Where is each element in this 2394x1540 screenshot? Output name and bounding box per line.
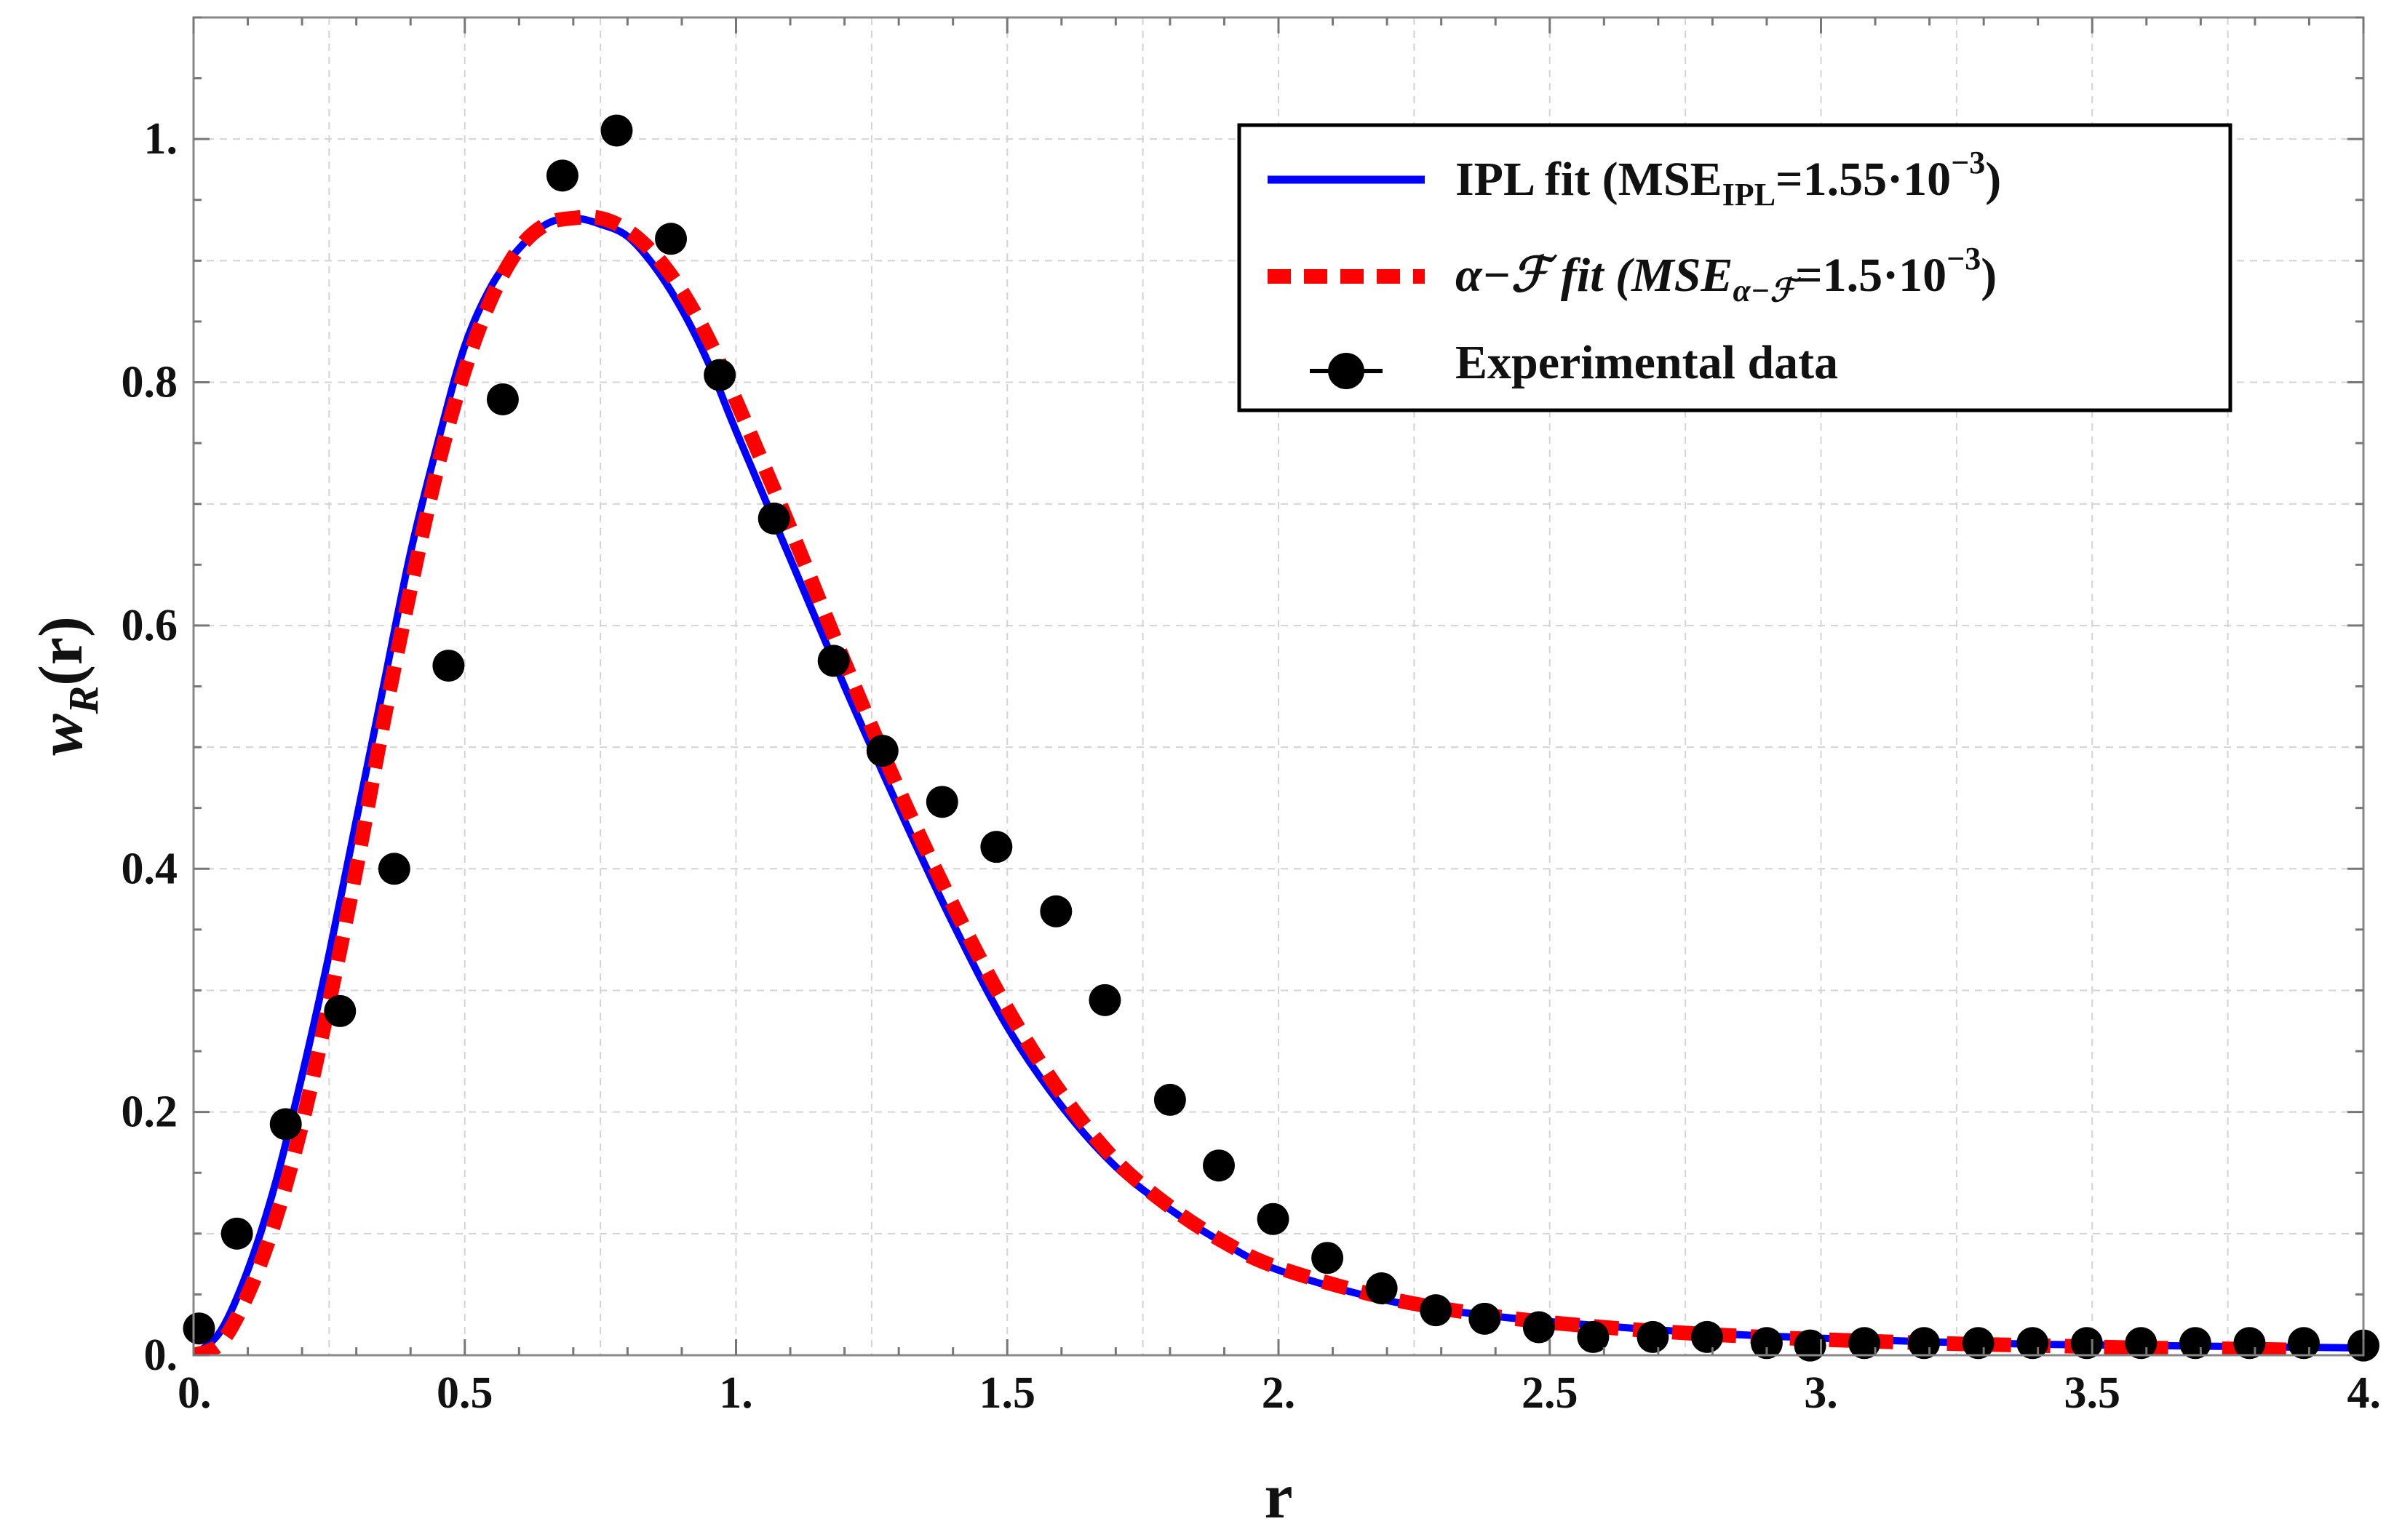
- data-point: [600, 114, 633, 147]
- y-tick-label: 0.2: [122, 1088, 178, 1137]
- data-point: [1750, 1327, 1783, 1360]
- y-tick-label: 1.: [144, 114, 178, 164]
- data-point: [486, 383, 519, 415]
- data-point: [1311, 1242, 1344, 1274]
- legend-alpha-f-text: α−ℱ fit (MSE: [1455, 249, 1733, 302]
- data-point: [2125, 1327, 2158, 1360]
- legend-ipl-sub: IPL: [1722, 177, 1775, 212]
- data-point: [2233, 1327, 2266, 1360]
- y-tick-label: 0.8: [122, 358, 178, 407]
- legend-ipl-mid: =1.55·10: [1775, 153, 1951, 206]
- legend: IPL fit (MSEIPL=1.55·10−3) α−ℱ fit (MSEα…: [1237, 123, 2232, 412]
- data-point: [1468, 1302, 1501, 1335]
- data-point: [546, 159, 578, 192]
- data-point: [1637, 1320, 1669, 1353]
- legend-swatch-data-marker: [1328, 353, 1364, 389]
- legend-label-data: Experimental data: [1455, 336, 1838, 389]
- data-point: [269, 1108, 302, 1141]
- data-point: [1690, 1320, 1723, 1353]
- data-point: [183, 1312, 215, 1345]
- data-point: [1908, 1327, 1941, 1360]
- data-point: [1153, 1083, 1186, 1116]
- y-axis-title-suffix: (r): [25, 616, 95, 685]
- legend-ipl-end: ): [1985, 153, 2001, 206]
- data-point: [2287, 1327, 2320, 1360]
- y-axis-title-subscript: R: [60, 686, 107, 715]
- x-tick-label: 2.: [1262, 1368, 1296, 1418]
- data-point: [1365, 1272, 1398, 1305]
- data-point: [1202, 1149, 1235, 1182]
- data-point: [1848, 1327, 1881, 1360]
- x-tick-label: 0.5: [437, 1368, 493, 1418]
- y-tick-labels: 0. 0.2 0.4 0.6 0.8 1.: [122, 114, 178, 1380]
- data-point: [378, 853, 410, 885]
- data-point: [1794, 1329, 1826, 1362]
- x-tick-label: 0.: [178, 1368, 212, 1418]
- data-point: [980, 831, 1013, 863]
- y-tick-label: 0.: [144, 1330, 178, 1380]
- data-point: [1522, 1311, 1555, 1344]
- legend-label-alpha-f: α−ℱ fit (MSEα−ℱ=1.5·10−3): [1455, 241, 1997, 308]
- data-point: [757, 502, 790, 535]
- legend-alpha-f-mid: =1.5·10: [1795, 249, 1946, 302]
- data-point: [432, 650, 465, 682]
- data-point: [2016, 1327, 2049, 1360]
- y-tick-label: 0.6: [122, 601, 178, 650]
- x-tick-label: 1.5: [979, 1368, 1036, 1418]
- data-point: [866, 735, 899, 767]
- data-point: [926, 786, 958, 818]
- y-axis-title: wR(r): [25, 616, 107, 756]
- data-point: [817, 645, 850, 677]
- data-point: [2070, 1327, 2103, 1360]
- x-tick-label: 3.5: [2064, 1368, 2121, 1418]
- legend-alpha-f-sup: −3: [1946, 241, 1981, 276]
- data-point: [1257, 1202, 1289, 1235]
- data-point: [1577, 1320, 1610, 1353]
- x-tick-labels: 0. 0.5 1. 1.5 2. 2.5 3. 3.5 4.: [178, 1368, 2381, 1418]
- data-point: [1089, 984, 1121, 1016]
- data-point: [655, 223, 688, 255]
- data-point: [324, 994, 357, 1027]
- legend-ipl-text: IPL fit (MSE: [1455, 153, 1722, 206]
- data-point: [1040, 895, 1073, 927]
- x-tick-label: 3.: [1804, 1368, 1838, 1418]
- legend-alpha-f-end: ): [1981, 249, 1997, 302]
- x-tick-label: 4.: [2347, 1368, 2382, 1418]
- data-point: [1420, 1294, 1452, 1327]
- legend-box: [1237, 123, 2232, 412]
- data-point: [2179, 1327, 2211, 1360]
- y-tick-label: 0.4: [122, 844, 178, 893]
- x-axis-title: r: [1264, 1461, 1292, 1532]
- legend-alpha-f-sub: α−ℱ: [1733, 273, 1801, 308]
- data-point: [704, 359, 736, 391]
- x-tick-label: 2.5: [1522, 1368, 1578, 1418]
- data-point: [220, 1217, 253, 1250]
- series-line-1: [194, 210, 2310, 1355]
- data-point: [1962, 1327, 1995, 1360]
- x-tick-label: 1.: [719, 1368, 753, 1418]
- legend-label-ipl: IPL fit (MSEIPL=1.55·10−3): [1455, 145, 2001, 212]
- y-axis-title-base: w: [25, 714, 95, 756]
- ticks: [192, 16, 2365, 1357]
- legend-ipl-sup: −3: [1951, 145, 1985, 180]
- data-points: [183, 114, 2379, 1362]
